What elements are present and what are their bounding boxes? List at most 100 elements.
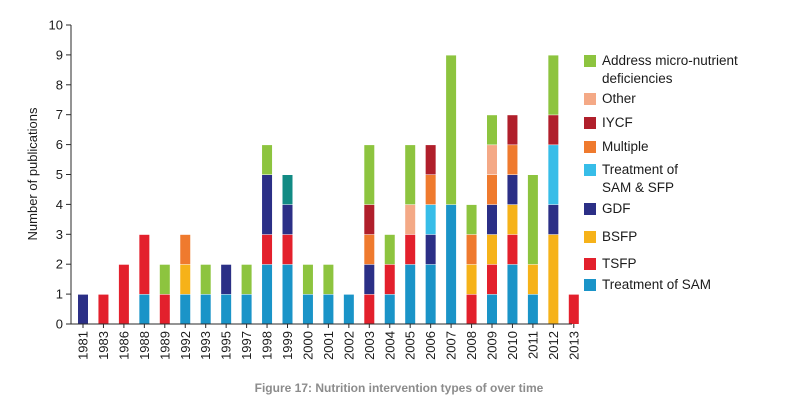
bar-segment (282, 234, 293, 265)
bar-segment (180, 234, 191, 265)
bar-segment (384, 234, 395, 265)
x-tick-label: 1989 (157, 331, 172, 360)
bar-segment (384, 294, 395, 324)
y-tick-label: 6 (56, 137, 63, 152)
bar-segment (343, 294, 354, 324)
legend-label: GDF (602, 201, 631, 216)
legend-swatch (584, 231, 596, 243)
bar-segment (98, 294, 109, 324)
y-tick-label: 1 (56, 287, 63, 302)
x-tick-label: 1981 (76, 331, 91, 360)
bar-segment (139, 294, 150, 324)
x-tick-label: 1993 (198, 331, 213, 360)
legend-label: BSFP (602, 229, 637, 244)
bar-segment (446, 55, 457, 205)
bar-segment (180, 294, 191, 324)
x-tick-label: 2003 (362, 331, 377, 360)
bar-segment (159, 294, 170, 324)
bar-segment (323, 264, 334, 295)
bar-segment (466, 204, 477, 235)
y-axis: 0 1 2 3 4 5 6 7 8 9 10 (49, 18, 72, 332)
bar-segment (241, 264, 252, 295)
x-tick-label: 2013 (566, 331, 581, 360)
legend-label: Other (602, 91, 636, 106)
x-tick-label: 2004 (382, 331, 397, 360)
x-tick-label: 2001 (321, 331, 336, 360)
bar-segment (405, 234, 416, 265)
legend-label: Treatment of (602, 162, 678, 177)
bar-segment (364, 204, 375, 235)
x-tick-label: 1999 (280, 331, 295, 360)
bar-segment (262, 264, 273, 324)
y-tick-label: 4 (56, 197, 63, 212)
x-tick-label: 2012 (546, 331, 561, 360)
bar-segment (548, 145, 559, 205)
bar-segment (507, 204, 518, 235)
bar-segment (405, 264, 416, 324)
bar-segment (323, 294, 334, 324)
bar-segment (364, 294, 375, 324)
bar-segment (302, 294, 313, 324)
bar-segment (364, 145, 375, 205)
x-tick-label: 1992 (178, 331, 193, 360)
legend-label: Address micro-nutrient (602, 53, 738, 68)
bar-segment (466, 264, 477, 295)
bar-segment (425, 204, 436, 235)
bar-segment (466, 234, 477, 265)
bar-segment (425, 175, 436, 205)
bar-segment (507, 145, 518, 175)
bar-segment (241, 294, 252, 324)
bar-segment (262, 234, 273, 265)
bar-segment (282, 264, 293, 324)
bar-segment (425, 145, 436, 175)
bar-segment (487, 294, 497, 324)
x-tick-label: 2006 (423, 331, 438, 360)
bar-segment (200, 294, 211, 324)
bar-segment (364, 234, 375, 265)
legend-label: deficiencies (602, 71, 673, 86)
bar-segment (507, 175, 518, 205)
x-tick-label: 1986 (116, 331, 131, 360)
bar-segment (507, 234, 518, 265)
legend: Address micro-nutrient deficiencies Other I… (584, 53, 738, 292)
legend-swatch (584, 203, 596, 215)
bar-segment (118, 264, 129, 324)
x-tick-label: 1997 (239, 331, 254, 360)
x-tick-label: 2005 (403, 331, 418, 360)
bar-segment (221, 294, 232, 324)
legend-swatch (584, 93, 596, 105)
bar-segment (262, 145, 273, 175)
bar-segment (405, 145, 416, 205)
legend-label: Treatment of SAM (602, 277, 711, 292)
y-tick-label: 8 (56, 77, 63, 92)
bar-segment (180, 264, 191, 295)
x-tick-label: 2008 (464, 331, 479, 360)
bar-segment (425, 264, 436, 324)
y-tick-label: 3 (56, 227, 63, 242)
bar-segment (507, 264, 518, 324)
bar-segment (405, 204, 416, 235)
bar-segment (200, 264, 211, 295)
bar-segment (425, 234, 436, 265)
bar-segment (568, 294, 579, 324)
x-tick-label: 2010 (505, 331, 520, 360)
y-tick-label: 5 (56, 167, 63, 182)
bar-segment (507, 115, 518, 145)
y-tick-label: 2 (56, 257, 63, 272)
bar-segment (487, 115, 497, 145)
bar-segment (487, 204, 497, 235)
y-tick-label: 10 (49, 18, 63, 33)
bar-segment (446, 204, 457, 324)
bar-segment (527, 294, 538, 324)
y-tick-label: 0 (56, 317, 63, 332)
bars (78, 55, 579, 324)
bar-segment (487, 175, 497, 205)
bar-segment (487, 264, 497, 295)
legend-swatch (584, 141, 596, 153)
bar-segment (282, 175, 293, 205)
x-tick-label: 2011 (525, 331, 540, 359)
bar-segment (302, 264, 313, 295)
bar-segment (466, 294, 477, 324)
bar-segment (78, 294, 88, 324)
bar-segment (487, 145, 497, 175)
